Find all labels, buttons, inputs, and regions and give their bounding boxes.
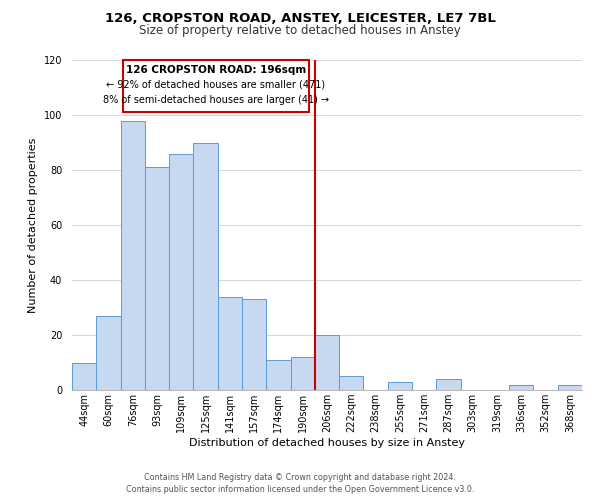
Text: 8% of semi-detached houses are larger (41) →: 8% of semi-detached houses are larger (4… (103, 95, 329, 105)
Bar (558, 384, 582, 390)
Bar (123, 60, 309, 112)
Bar (193, 142, 218, 390)
Bar (96, 316, 121, 390)
Bar (509, 384, 533, 390)
Bar (339, 376, 364, 390)
Bar (169, 154, 193, 390)
Bar (266, 360, 290, 390)
Text: 126, CROPSTON ROAD, ANSTEY, LEICESTER, LE7 7BL: 126, CROPSTON ROAD, ANSTEY, LEICESTER, L… (104, 12, 496, 26)
Bar (72, 362, 96, 390)
Text: Size of property relative to detached houses in Anstey: Size of property relative to detached ho… (139, 24, 461, 37)
Bar (315, 335, 339, 390)
Bar (290, 357, 315, 390)
Text: Contains HM Land Registry data © Crown copyright and database right 2024.
Contai: Contains HM Land Registry data © Crown c… (126, 472, 474, 494)
Text: ← 92% of detached houses are smaller (471): ← 92% of detached houses are smaller (47… (106, 80, 325, 90)
Text: 126 CROPSTON ROAD: 196sqm: 126 CROPSTON ROAD: 196sqm (126, 64, 306, 74)
Bar (388, 382, 412, 390)
X-axis label: Distribution of detached houses by size in Anstey: Distribution of detached houses by size … (189, 438, 465, 448)
Bar (218, 296, 242, 390)
Bar (121, 120, 145, 390)
Bar (436, 379, 461, 390)
Bar (242, 299, 266, 390)
Y-axis label: Number of detached properties: Number of detached properties (28, 138, 38, 312)
Bar (145, 167, 169, 390)
